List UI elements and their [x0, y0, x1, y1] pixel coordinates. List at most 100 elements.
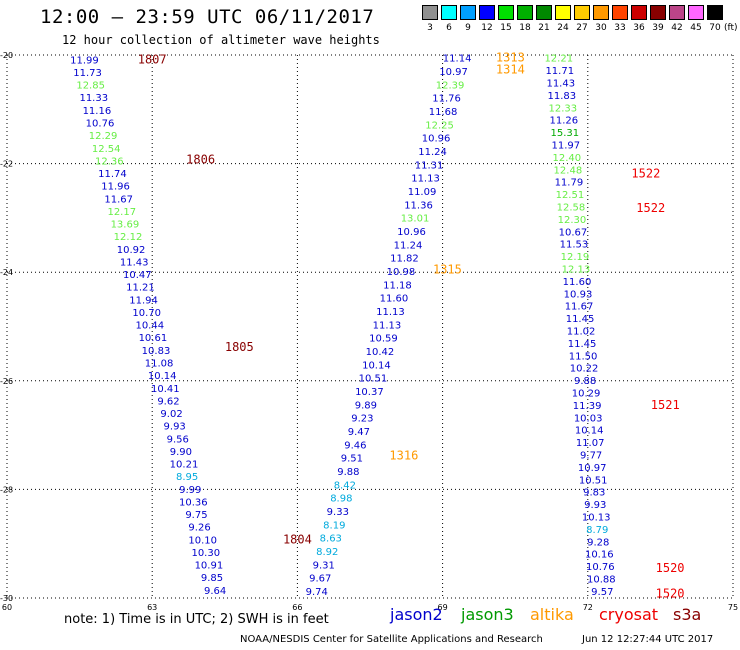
wave-height-value: 8.79	[586, 525, 608, 536]
wave-height-value: 8.42	[334, 480, 356, 491]
wave-height-value: 10.97	[578, 463, 607, 474]
wave-height-value: 12.54	[92, 144, 121, 155]
scale-label: 24	[557, 23, 569, 33]
wave-height-value: 9.57	[591, 587, 613, 598]
wave-height-value: 9.46	[344, 440, 366, 451]
wave-height-value: 9.02	[160, 409, 182, 420]
wave-height-value: 12.21	[544, 54, 573, 65]
scale-label: 70	[709, 23, 721, 33]
pass-number-label: 1522	[631, 166, 660, 180]
wave-height-value: 10.16	[585, 550, 614, 561]
scale-swatch	[707, 5, 723, 20]
wave-height-value: 9.51	[341, 454, 363, 465]
wave-height-value: 10.96	[397, 227, 426, 238]
wave-height-value: 11.02	[567, 327, 596, 338]
wave-height-value: 10.13	[582, 513, 611, 524]
legend-item-cryosat: cryosat	[599, 605, 659, 624]
wave-height-value: 11.13	[411, 174, 440, 185]
legend-item-altika: altika	[530, 605, 574, 624]
wave-height-value: 12.85	[76, 81, 105, 92]
wave-height-value: 12.58	[557, 203, 586, 214]
wave-height-value: 10.47	[123, 270, 152, 281]
map-subtitle: 12 hour collection of altimeter wave hei…	[62, 33, 380, 47]
wave-height-value: 10.76	[586, 562, 615, 573]
scale-label: 45	[690, 23, 702, 33]
scale-swatch	[669, 5, 685, 20]
wave-height-value: 11.09	[408, 187, 437, 198]
x-tick-label: 75	[728, 603, 738, 612]
wave-height-value: 10.59	[369, 334, 398, 345]
wave-height-value: 11.07	[576, 438, 605, 449]
scale-label: 39	[652, 23, 664, 33]
x-tick-label: 69	[438, 603, 448, 612]
scale-label: 6	[446, 23, 452, 33]
wave-height-value: 10.88	[587, 575, 616, 586]
wave-height-value: 9.89	[355, 400, 377, 411]
wave-height-value: 9.93	[164, 422, 186, 433]
wave-height-value: 13.69	[111, 220, 140, 231]
pass-number-label: 1313	[496, 51, 525, 65]
scale-swatch	[422, 5, 438, 20]
wave-height-value: 10.42	[366, 347, 395, 358]
scale-swatch	[517, 5, 533, 20]
pass-number-label: 1804	[283, 532, 312, 546]
wave-height-value: 11.36	[404, 200, 433, 211]
generated-timestamp: Jun 12 12:27:44 UTC 2017	[582, 634, 714, 645]
wave-height-value: 9.23	[351, 414, 373, 425]
wave-height-value: 11.76	[432, 94, 461, 105]
pass-number-label: 1315	[433, 262, 462, 276]
scale-unit: (ft)	[724, 23, 738, 33]
wave-height-value: 12.25	[425, 120, 454, 131]
wave-height-value: 11.45	[568, 339, 597, 350]
scale-label: 30	[595, 23, 607, 33]
wave-height-value: 10.51	[579, 475, 608, 486]
x-tick-label: 72	[583, 603, 593, 612]
wave-height-value: 11.26	[550, 116, 579, 127]
legend-item-jason3: jason3	[461, 605, 514, 624]
wave-height-value: 10.98	[387, 267, 416, 278]
scale-swatch	[612, 5, 628, 20]
pass-number-label: 1807	[138, 52, 167, 66]
scale-swatch	[498, 5, 514, 20]
scale-swatch	[574, 5, 590, 20]
wave-height-value: 11.33	[79, 93, 108, 104]
wave-height-value: 12.30	[558, 215, 587, 226]
x-tick-label: 63	[147, 603, 157, 612]
wave-height-value: 11.08	[145, 358, 174, 369]
scale-swatch	[555, 5, 571, 20]
wave-height-value: 10.22	[570, 364, 599, 375]
scale-label: 33	[614, 23, 626, 33]
wave-height-value: 10.41	[151, 384, 180, 395]
scale-swatch	[536, 5, 552, 20]
wave-height-value: 12.12	[114, 232, 143, 243]
wave-height-value: 12.29	[89, 131, 118, 142]
wave-height-value: 10.14	[575, 426, 604, 437]
wave-height-value: 11.71	[545, 66, 574, 77]
wave-height-value: 11.14	[443, 54, 472, 65]
wave-height-value: 11.24	[418, 147, 447, 158]
scale-label: 42	[671, 23, 683, 33]
wave-height-value: 8.98	[330, 494, 352, 505]
wave-height-value: 8.92	[316, 547, 338, 558]
wave-height-value: 12.36	[95, 156, 124, 167]
scale-label: 21	[538, 23, 550, 33]
wave-height-value: 11.60	[380, 294, 409, 305]
wave-height-value: 10.92	[117, 245, 146, 256]
x-tick-label: 66	[292, 603, 302, 612]
wave-height-value: 11.83	[547, 91, 576, 102]
wave-height-value: 10.51	[359, 374, 388, 385]
pass-number-label: 1520	[656, 587, 685, 601]
wave-height-value: 11.50	[569, 351, 598, 362]
wave-height-value: 10.76	[86, 119, 115, 130]
legend-item-s3a: s3a	[673, 605, 702, 624]
wave-height-value: 10.10	[188, 535, 217, 546]
wave-height-value: 9.90	[170, 447, 192, 458]
wave-height-value: 9.31	[313, 560, 335, 571]
wave-height-value: 11.67	[104, 194, 133, 205]
wave-height-value: 11.13	[376, 307, 405, 318]
wave-height-value: 11.79	[555, 178, 584, 189]
wave-height-value: 11.67	[565, 302, 594, 313]
wave-height-value: 8.19	[323, 520, 345, 531]
wave-height-value: 10.14	[362, 360, 391, 371]
wave-height-value: 12.33	[548, 103, 577, 114]
